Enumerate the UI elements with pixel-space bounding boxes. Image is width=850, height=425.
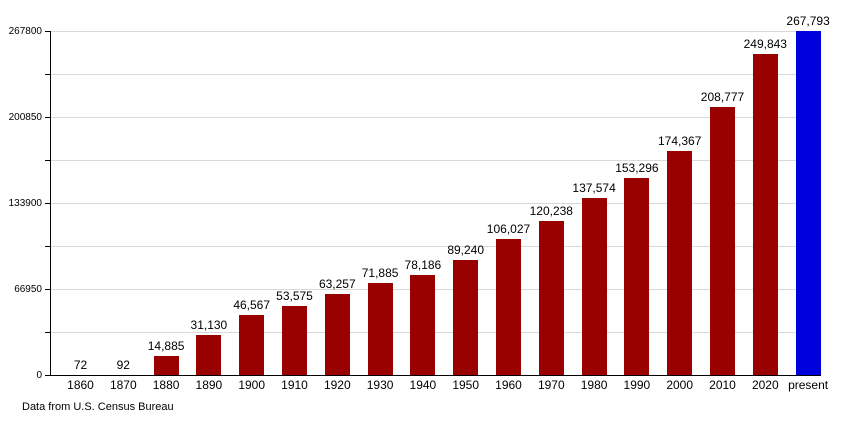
bar-value-label: 46,567: [233, 298, 271, 313]
gridline: [50, 117, 821, 118]
x-axis-tick-label: 1950: [452, 378, 480, 392]
y-axis-tick: [45, 31, 50, 32]
x-axis-tick-label: 1930: [366, 378, 394, 392]
data-source-note: Data from U.S. Census Bureau: [22, 401, 174, 413]
bar: [282, 306, 307, 375]
bar: [196, 335, 222, 375]
y-axis-tick-label: 267800: [8, 26, 42, 37]
bar: [795, 31, 821, 375]
bar-value-label: 208,777: [700, 89, 745, 104]
y-axis-tick: [45, 74, 50, 75]
bar: [667, 151, 693, 375]
x-axis-tick-label: 2020: [751, 378, 779, 392]
x-axis-tick-label: 1900: [238, 378, 266, 392]
y-axis: [50, 31, 51, 376]
bar-value-label: 137,574: [572, 181, 616, 196]
gridline: [50, 160, 821, 161]
bar-value-label: 63,257: [318, 276, 356, 291]
bar-value-label: 153,296: [615, 161, 659, 176]
bar-value-label: 14,885: [147, 338, 185, 353]
x-axis-tick-label: 1910: [281, 378, 308, 392]
gridline: [50, 289, 821, 290]
x-axis-tick-label: present: [788, 378, 829, 392]
bar: [624, 178, 650, 375]
x-axis: [45, 375, 821, 376]
bar-value-label: 89,240: [447, 243, 485, 258]
y-axis-tick-label: 0: [36, 370, 42, 381]
bar: [752, 54, 778, 375]
y-axis-tick: [45, 332, 50, 333]
gridline: [50, 246, 821, 247]
x-axis-tick-label: 1990: [623, 378, 651, 392]
y-axis-tick: [45, 117, 50, 118]
y-axis-tick: [45, 246, 50, 247]
bar-value-label: 31,130: [190, 318, 228, 332]
x-axis-tick-label: 1980: [580, 378, 608, 392]
bar: [367, 282, 393, 375]
x-axis-tick-label: 1890: [195, 378, 223, 392]
bar-value-label: 78,186: [404, 257, 442, 272]
bar-value-label: 53,575: [276, 289, 313, 304]
bar-value-label: 267,793: [786, 14, 830, 28]
x-axis-tick-label: 1960: [495, 378, 522, 392]
gridline: [50, 203, 821, 204]
x-axis-tick-label: 1870: [109, 378, 137, 392]
x-axis-tick-label: 1860: [67, 378, 94, 392]
bar-value-label: 71,885: [361, 265, 399, 280]
gridline: [50, 74, 821, 75]
y-axis-tick: [45, 203, 50, 204]
y-axis-tick: [45, 160, 50, 161]
x-axis-tick-label: 1880: [152, 378, 180, 392]
bar-value-label: 249,843: [743, 37, 787, 52]
bar: [496, 238, 521, 375]
x-axis-tick-label: 1940: [409, 378, 437, 392]
x-axis-tick-label: 2000: [666, 378, 694, 392]
bar: [453, 260, 479, 375]
bar: [153, 355, 179, 375]
bar: [410, 274, 436, 375]
x-axis-tick-label: 1970: [537, 378, 565, 392]
bar: [324, 293, 350, 375]
bar-value-label: 72: [73, 357, 88, 372]
y-axis-tick-label: 200850: [8, 112, 42, 123]
bar: [710, 106, 735, 375]
bar-value-label: 106,027: [486, 221, 531, 236]
gridline: [50, 332, 821, 333]
y-axis-tick-label: 66950: [14, 284, 42, 295]
gridline: [50, 31, 821, 32]
bar-value-label: 120,238: [529, 203, 573, 218]
x-axis-tick-label: 2010: [709, 378, 736, 392]
bar: [581, 198, 607, 375]
bar-value-label: 174,367: [657, 134, 702, 148]
y-axis-tick: [45, 289, 50, 290]
bar: [538, 220, 564, 375]
y-axis-tick-label: 133900: [8, 198, 42, 209]
bar-value-label: 92: [116, 357, 130, 372]
bar: [239, 315, 265, 375]
x-axis-tick-label: 1920: [323, 378, 351, 392]
